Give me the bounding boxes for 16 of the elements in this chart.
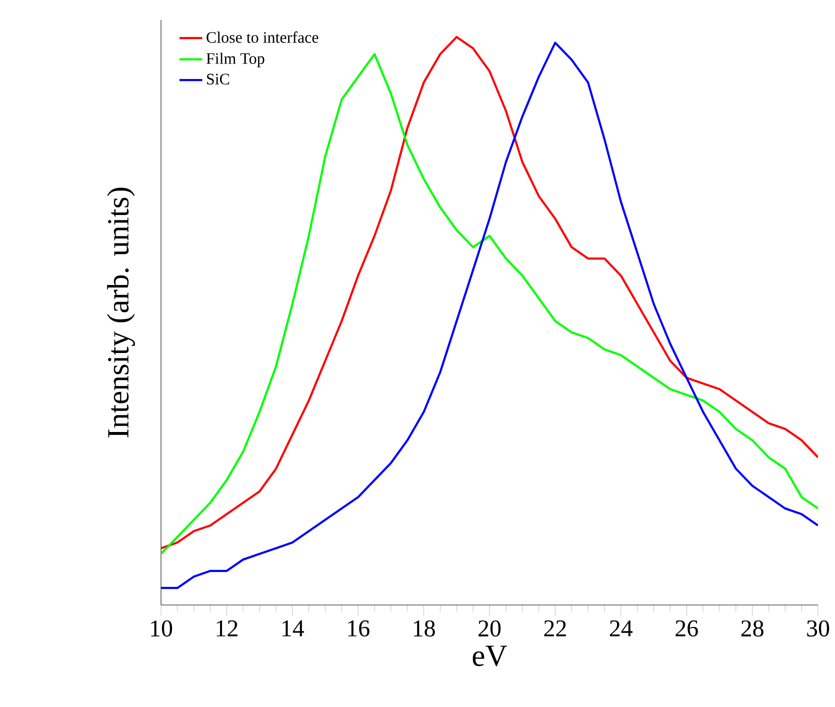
x-tick-label: 30 bbox=[807, 620, 830, 637]
y-axis-title: Intensity (arb. units) bbox=[107, 188, 135, 438]
legend-label: Close to interface bbox=[206, 31, 318, 43]
x-tick-label: 18 bbox=[414, 620, 435, 637]
x-tick-label: 12 bbox=[216, 620, 238, 636]
x-tick-label: 10 bbox=[151, 620, 172, 637]
x-tick-label: 26 bbox=[676, 620, 698, 636]
x-tick-label: 14 bbox=[282, 620, 304, 636]
x-tick-label: 22 bbox=[544, 620, 566, 636]
x-tick-label: 28 bbox=[741, 620, 764, 637]
legend-label: SiC bbox=[207, 74, 230, 85]
x-tick-label: 20 bbox=[478, 620, 501, 637]
x-axis-title: eV bbox=[472, 646, 508, 666]
x-tick-label: 24 bbox=[610, 620, 633, 636]
legend-label: Film Top bbox=[206, 52, 264, 68]
x-tick-label: 16 bbox=[348, 620, 370, 636]
